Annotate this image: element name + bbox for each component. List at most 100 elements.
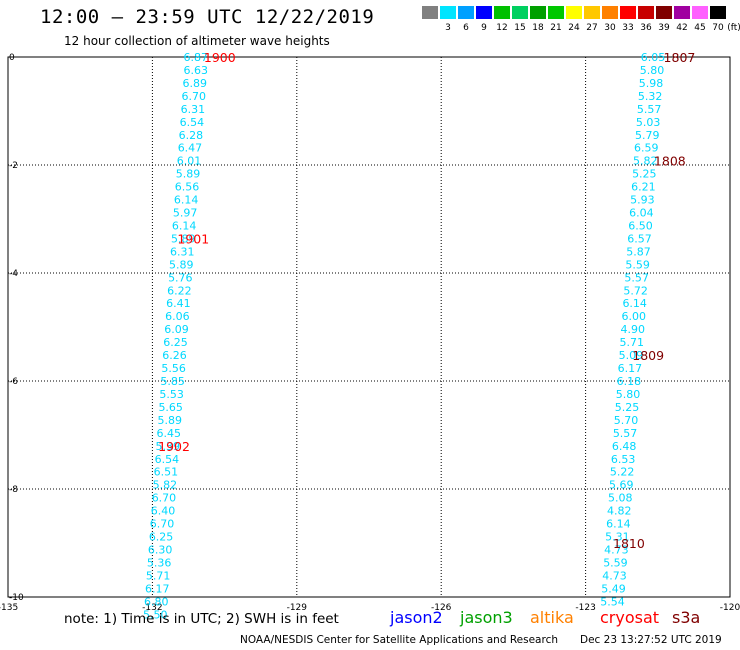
x-tick-label: -129: [287, 603, 308, 613]
wave-height-value: 6.04: [629, 207, 654, 220]
wave-height-value: 5.57: [624, 271, 649, 284]
wave-height-value: 6.40: [151, 505, 176, 518]
wave-height-value: 6.05: [641, 51, 666, 64]
wave-height-value: 5.09: [619, 349, 644, 362]
wave-height-value: 5.93: [630, 194, 655, 207]
wave-height-value: 6.31: [181, 103, 206, 116]
wave-height-value: 6.70: [182, 90, 207, 103]
wave-height-value: 5.57: [637, 103, 662, 116]
wave-height-value: 5.59: [625, 258, 650, 271]
time-label: 1901: [177, 231, 209, 246]
colorbar-label: 30: [604, 23, 616, 33]
wave-height-value: 6.47: [178, 142, 203, 155]
wave-height-value: 6.57: [627, 232, 652, 245]
wave-height-value: 6.50: [628, 219, 653, 232]
time-label: 1810: [613, 536, 645, 551]
wave-height-value: 6.59: [634, 142, 659, 155]
wave-height-value: 6.14: [174, 194, 199, 207]
colorbar-label: 6: [463, 23, 469, 33]
y-tick-label: -2: [9, 161, 18, 171]
wave-height-value: 5.82: [153, 479, 178, 492]
time-label: 1900: [204, 50, 236, 65]
wave-height-value: 6.18: [617, 375, 642, 388]
wave-height-value: 6.14: [622, 297, 647, 310]
colorbar-label: 15: [514, 23, 526, 33]
colorbar-swatch: [566, 6, 582, 19]
colorbar-label: 39: [658, 23, 670, 33]
wave-height-value: 6.06: [165, 310, 190, 323]
wave-height-value: 5.76: [168, 271, 193, 284]
y-tick-label: -10: [9, 593, 24, 603]
wave-height-value: 5.50: [143, 608, 168, 621]
wave-height-value: 5.57: [613, 427, 638, 440]
time-label: 1807: [664, 50, 696, 65]
wave-height-value: 5.53: [159, 388, 184, 401]
x-tick-label: -126: [431, 603, 452, 613]
time-label: 1808: [654, 154, 686, 169]
wave-height-value: 5.89: [171, 232, 196, 245]
time-label: 1809: [632, 348, 664, 363]
colorbar-swatch: [494, 6, 510, 19]
y-tick-label: 0: [9, 53, 15, 63]
footer-note: note: 1) Time is in UTC; 2) SWH is in fe…: [64, 611, 339, 627]
wave-height-value: 5.70: [614, 414, 639, 427]
wave-height-value: 4.73: [604, 543, 629, 556]
wave-height-value: 6.56: [175, 181, 200, 194]
colorbar-label: 9: [481, 23, 487, 33]
colorbar-label: 24: [568, 23, 580, 33]
colorbar-swatch: [512, 6, 528, 19]
wave-height-value: 4.90: [621, 323, 646, 336]
wave-height-value: 6.17: [618, 362, 643, 375]
wave-height-value: 6.70: [152, 492, 177, 505]
wave-height-value: 5.79: [635, 129, 660, 142]
wave-height-value: 6.25: [149, 531, 174, 544]
colorbar-swatch: [638, 6, 654, 19]
x-tick-label: -135: [0, 603, 18, 613]
wave-height-value: 5.85: [160, 375, 185, 388]
wave-height-value: 5.36: [147, 556, 172, 569]
x-tick-label: -120: [720, 603, 740, 613]
wave-height-value: 5.89: [169, 258, 194, 271]
wave-height-value: 5.89: [157, 414, 182, 427]
y-tick-label: -4: [9, 269, 18, 279]
wave-height-value: 5.71: [620, 336, 645, 349]
colorbar-swatch: [458, 6, 474, 19]
colorbar-label: 42: [676, 23, 688, 33]
wave-height-value: 6.26: [162, 349, 187, 362]
wave-height-value: 6.09: [164, 323, 189, 336]
wave-height-value: 5.25: [632, 168, 657, 181]
colorbar-label: 70: [712, 23, 724, 33]
wave-height-value: 6.22: [167, 284, 192, 297]
colorbar-swatch: [440, 6, 456, 19]
y-tick-label: -8: [9, 485, 18, 495]
generated-timestamp: Dec 23 13:27:52 UTC 2019: [580, 634, 722, 646]
wave-height-value: 4.73: [602, 569, 627, 582]
colorbar-swatch: [692, 6, 708, 19]
wave-height-value: 6.14: [172, 219, 197, 232]
colorbar-swatch: [710, 6, 726, 19]
wave-height-value: 6.01: [177, 155, 202, 168]
colorbar-swatch: [674, 6, 690, 19]
wave-height-value: 6.54: [180, 116, 205, 129]
satellite-legend-cryosat: cryosat: [600, 608, 660, 627]
wave-height-value: 5.87: [626, 245, 651, 258]
colorbar-label: 33: [622, 23, 634, 33]
colorbar-label: 18: [532, 23, 544, 33]
wave-height-value: 5.89: [176, 168, 201, 181]
wave-height-value: 6.25: [163, 336, 188, 349]
wave-height-value: 6.87: [183, 51, 208, 64]
wave-height-value: 6.28: [179, 129, 204, 142]
wave-height-value: 4.82: [607, 505, 632, 518]
wave-height-value: 6.70: [150, 518, 175, 531]
x-tick-label: -132: [142, 603, 162, 613]
colorbar-swatch: [548, 6, 564, 19]
wave-height-value: 5.25: [615, 401, 640, 414]
colorbar-swatch: [422, 6, 438, 19]
chart-subtitle: 12 hour collection of altimeter wave hei…: [64, 34, 330, 48]
colorbar-label: 36: [640, 23, 652, 33]
wave-height-value: 6.51: [154, 466, 179, 479]
wave-height-value: 5.98: [639, 77, 664, 90]
colorbar-swatch: [476, 6, 492, 19]
wave-height-value: 6.17: [145, 582, 170, 595]
